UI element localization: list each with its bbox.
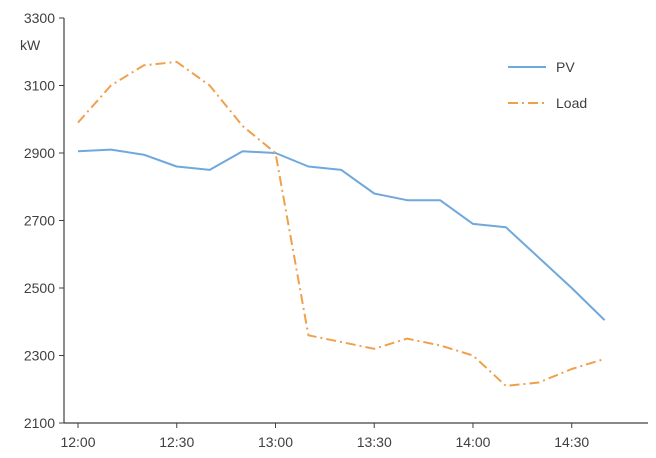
y-axis-label: kW	[20, 37, 41, 53]
series-line-load	[77, 60, 605, 387]
x-tick-label: 14:30	[554, 434, 589, 450]
legend-label-pv: PV	[556, 59, 575, 75]
x-tick-label: 13:00	[258, 434, 293, 450]
y-tick-label: 2100	[24, 415, 55, 431]
y-tick-label: 3300	[24, 10, 55, 26]
x-tick-label: 14:00	[455, 434, 490, 450]
y-tick-label: 2700	[24, 213, 55, 229]
y-tick-label: 2300	[24, 348, 55, 364]
x-tick-label: 12:30	[159, 434, 194, 450]
series-line-pv	[77, 148, 606, 321]
series-lines	[77, 60, 606, 387]
x-tick-labels: 12:00 12:30 13:00 13:30 14:00 14:30	[60, 434, 589, 450]
axes	[59, 17, 648, 428]
y-tick-label: 3100	[24, 78, 55, 94]
legend: PV Load	[508, 59, 587, 111]
x-tick-label: 13:30	[357, 434, 392, 450]
x-tick-label: 12:00	[60, 434, 95, 450]
y-tick-label: 2500	[24, 280, 55, 296]
y-tick-labels: 2100 2300 2500 2700 2900 3100 3300	[24, 10, 55, 431]
legend-label-load: Load	[556, 95, 587, 111]
y-tick-label: 2900	[24, 145, 55, 161]
